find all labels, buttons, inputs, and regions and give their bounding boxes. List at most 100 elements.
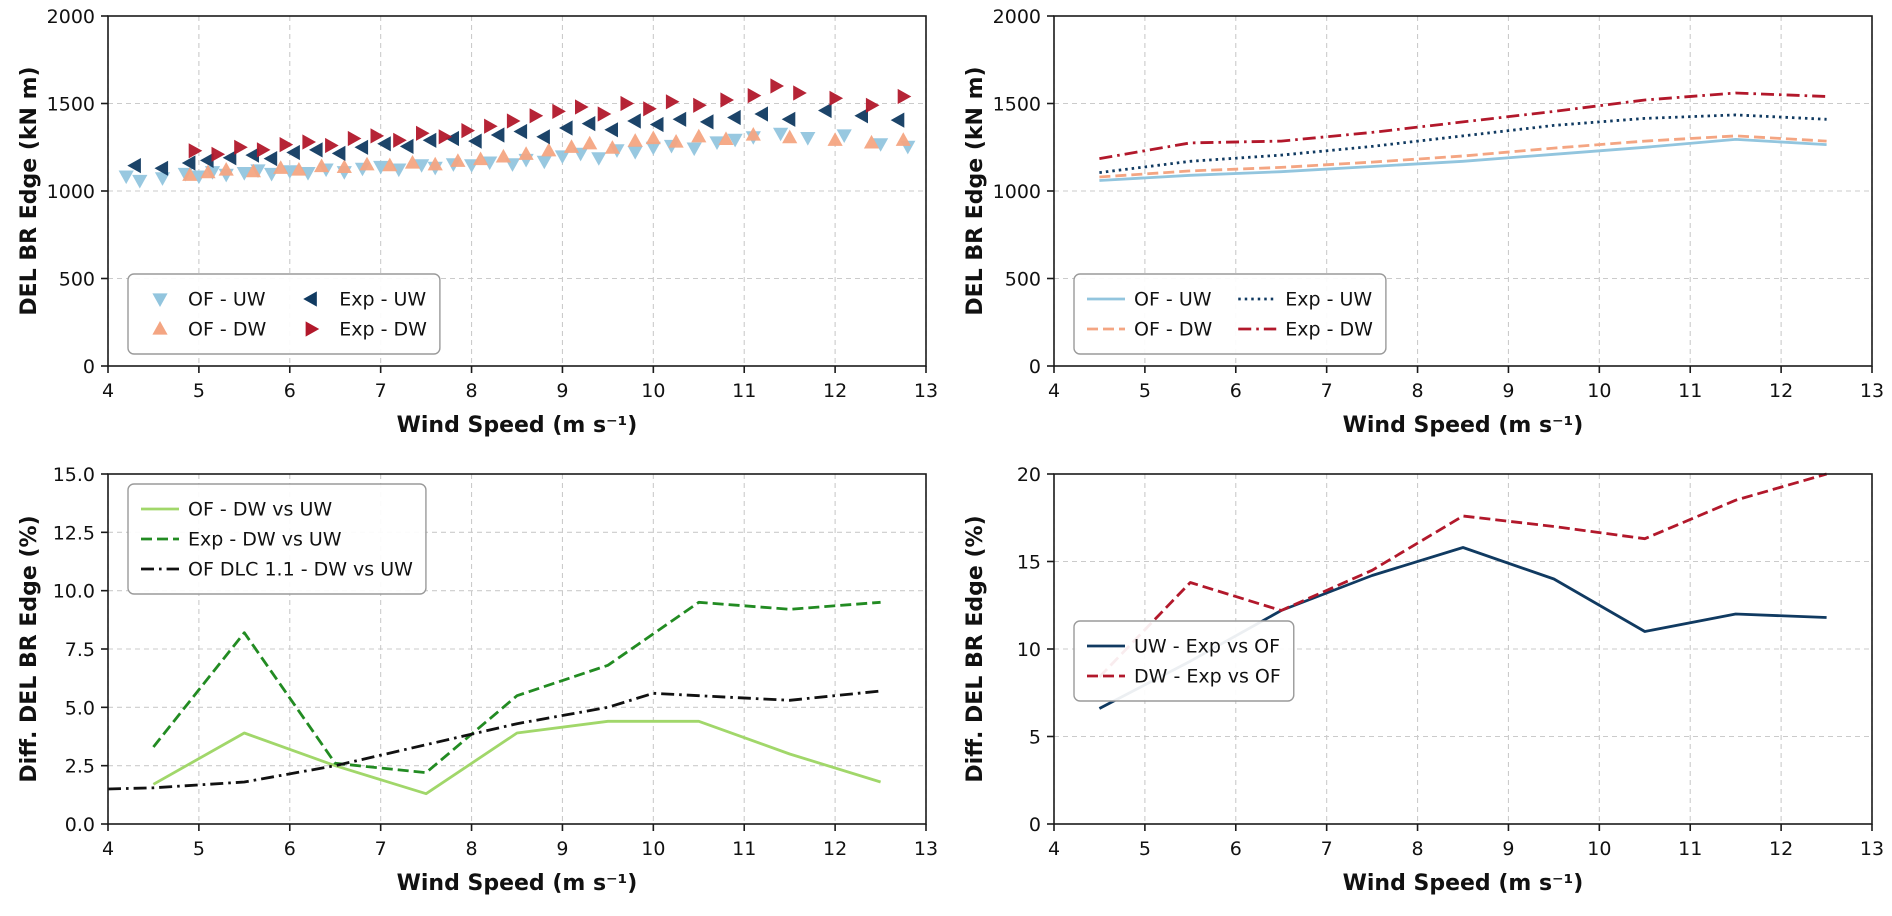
x-tick-label: 4: [102, 380, 114, 402]
legend-box: [1073, 273, 1387, 355]
x-tick-label: 9: [1502, 838, 1514, 860]
x-tick-label: 6: [284, 380, 296, 402]
y-tick-label: 500: [59, 269, 95, 291]
y-tick-label: 0: [1029, 814, 1041, 836]
x-tick-label: 9: [1502, 380, 1514, 402]
legend: OF - DW vs UW Exp - DW vs UW OF DLC 1.1 - …: [127, 483, 427, 595]
y-axis-label: Diff. DEL BR Edge (%): [963, 515, 988, 782]
x-axis: 4 5 6 7 8 9 10 11 12 13: [1048, 824, 1884, 860]
legend-marker-sample: [152, 293, 168, 307]
x-tick-label: 5: [1139, 838, 1151, 860]
series-exp-dw-vs-uw: [152, 600, 881, 775]
legend-marker-sample: [305, 321, 320, 337]
x-tick-label: 7: [1321, 380, 1333, 402]
series-of-dlc-1-1-dw-vs-uw: [107, 689, 881, 791]
x-tick-label: 11: [1678, 838, 1702, 860]
y-tick-label: 10.0: [53, 581, 95, 603]
x-tick-label: 11: [732, 838, 756, 860]
y-axis: 0 500 1000 1500 2000: [993, 6, 1054, 378]
x-tick-label: 9: [556, 838, 568, 860]
x-tick-label: 5: [193, 380, 205, 402]
series-of-uw: [1099, 138, 1827, 182]
legend: OF - UW OF - DW Exp - UW Exp - DW: [127, 273, 441, 355]
panel-diff-dw-vs-uw: 4 5 6 7 8 9 10 11 12 13 Wind Speed (m s⁻¹) 0.0 2.5 5.…: [0, 458, 946, 916]
legend: OF - UW OF - DW Exp - UW Exp - DW: [1073, 273, 1387, 355]
x-tick-label: 13: [1860, 380, 1884, 402]
series-exp-uw: [127, 102, 905, 176]
legend-label: Exp - DW vs UW: [188, 529, 342, 551]
series-of-uw: [118, 127, 916, 189]
y-axis-label: DEL BR Edge (kN m): [963, 66, 988, 315]
y-tick-label: 500: [1005, 269, 1041, 291]
legend-box: [1073, 620, 1295, 702]
legend-label: OF - UW: [188, 289, 266, 311]
x-tick-label: 8: [1412, 380, 1424, 402]
x-tick-label: 7: [375, 838, 387, 860]
legend: UW - Exp vs OF DW - Exp vs OF: [1073, 620, 1295, 702]
series-exp-uw: [1099, 113, 1827, 174]
y-tick-label: 15: [1017, 552, 1041, 574]
y-tick-label: 1000: [47, 181, 95, 203]
y-tick-label: 1000: [993, 181, 1041, 203]
x-tick-label: 8: [466, 380, 478, 402]
y-tick-label: 2000: [993, 6, 1041, 28]
x-axis-label: Wind Speed (m s⁻¹): [397, 871, 638, 896]
x-tick-label: 12: [823, 838, 847, 860]
legend-label: OF - DW: [188, 319, 266, 341]
x-tick-label: 4: [102, 838, 114, 860]
x-axis: 4 5 6 7 8 9 10 11 12 13: [1048, 366, 1884, 402]
x-tick-label: 10: [1587, 380, 1611, 402]
y-tick-label: 0.0: [65, 814, 95, 836]
legend-box: [127, 483, 427, 595]
y-tick-label: 7.5: [65, 639, 95, 661]
y-tick-label: 20: [1017, 464, 1041, 486]
x-tick-label: 11: [1678, 380, 1702, 402]
y-tick-label: 0: [83, 356, 95, 378]
x-axis-label: Wind Speed (m s⁻¹): [397, 413, 638, 438]
legend-label: OF - DW vs UW: [188, 499, 332, 521]
y-tick-label: 2000: [47, 6, 95, 28]
x-tick-label: 9: [556, 380, 568, 402]
x-tick-label: 13: [1860, 838, 1884, 860]
series-dw-exp-vs-of: [1098, 472, 1827, 678]
legend-label: Exp - DW: [1285, 319, 1373, 341]
del-scatter-chart: 4 5 6 7 8 9 10 11 12 13 Wind Speed (m s⁻¹) 0 500 1000…: [17, 6, 938, 438]
y-tick-label: 2.5: [65, 756, 95, 778]
x-tick-label: 7: [375, 380, 387, 402]
x-tick-label: 4: [1048, 838, 1060, 860]
y-tick-label: 5.0: [65, 697, 95, 719]
x-tick-label: 12: [823, 380, 847, 402]
y-axis: 0 500 1000 1500 2000: [47, 6, 108, 378]
legend-marker-sample: [303, 291, 317, 307]
x-tick-label: 10: [641, 380, 665, 402]
y-tick-label: 15.0: [53, 464, 95, 486]
legend-label: DW - Exp vs OF: [1134, 666, 1281, 688]
x-tick-label: 5: [1139, 380, 1151, 402]
panel-diff-exp-vs-of: 4 5 6 7 8 9 10 11 12 13 Wind Speed (m s⁻¹) 0 5 10 15 20…: [946, 458, 1892, 916]
diff-exp-vs-of-chart: 4 5 6 7 8 9 10 11 12 13 Wind Speed (m s⁻¹) 0 5 10 15 20…: [963, 464, 1884, 896]
x-tick-label: 8: [466, 838, 478, 860]
series-exp-dw: [1099, 91, 1827, 160]
x-tick-label: 10: [1587, 838, 1611, 860]
y-axis: 0 5 10 15 20: [1017, 464, 1054, 836]
x-axis-label: Wind Speed (m s⁻¹): [1343, 871, 1584, 896]
y-tick-label: 5: [1029, 727, 1041, 749]
legend-label: OF - UW: [1134, 289, 1212, 311]
panel-del-scatter: 4 5 6 7 8 9 10 11 12 13 Wind Speed (m s⁻¹) 0 500 1000…: [0, 0, 946, 458]
x-tick-label: 6: [284, 838, 296, 860]
legend-label: OF DLC 1.1 - DW vs UW: [188, 559, 413, 581]
series-of-dw: [1099, 134, 1827, 179]
y-axis-label: Diff. DEL BR Edge (%): [17, 515, 42, 782]
x-tick-label: 8: [1412, 838, 1424, 860]
x-tick-label: 12: [1769, 838, 1793, 860]
x-tick-label: 4: [1048, 380, 1060, 402]
x-tick-label: 6: [1230, 838, 1242, 860]
x-axis-label: Wind Speed (m s⁻¹): [1343, 413, 1584, 438]
legend-label: Exp - UW: [1285, 289, 1372, 311]
y-axis: 0.0 2.5 5.0 7.5 10.0 12.5 15.0: [53, 464, 108, 836]
x-axis: 4 5 6 7 8 9 10 11 12 13: [102, 366, 938, 402]
series-of-dw: [182, 127, 911, 181]
legend-label: UW - Exp vs OF: [1134, 636, 1280, 658]
x-tick-label: 13: [914, 380, 938, 402]
